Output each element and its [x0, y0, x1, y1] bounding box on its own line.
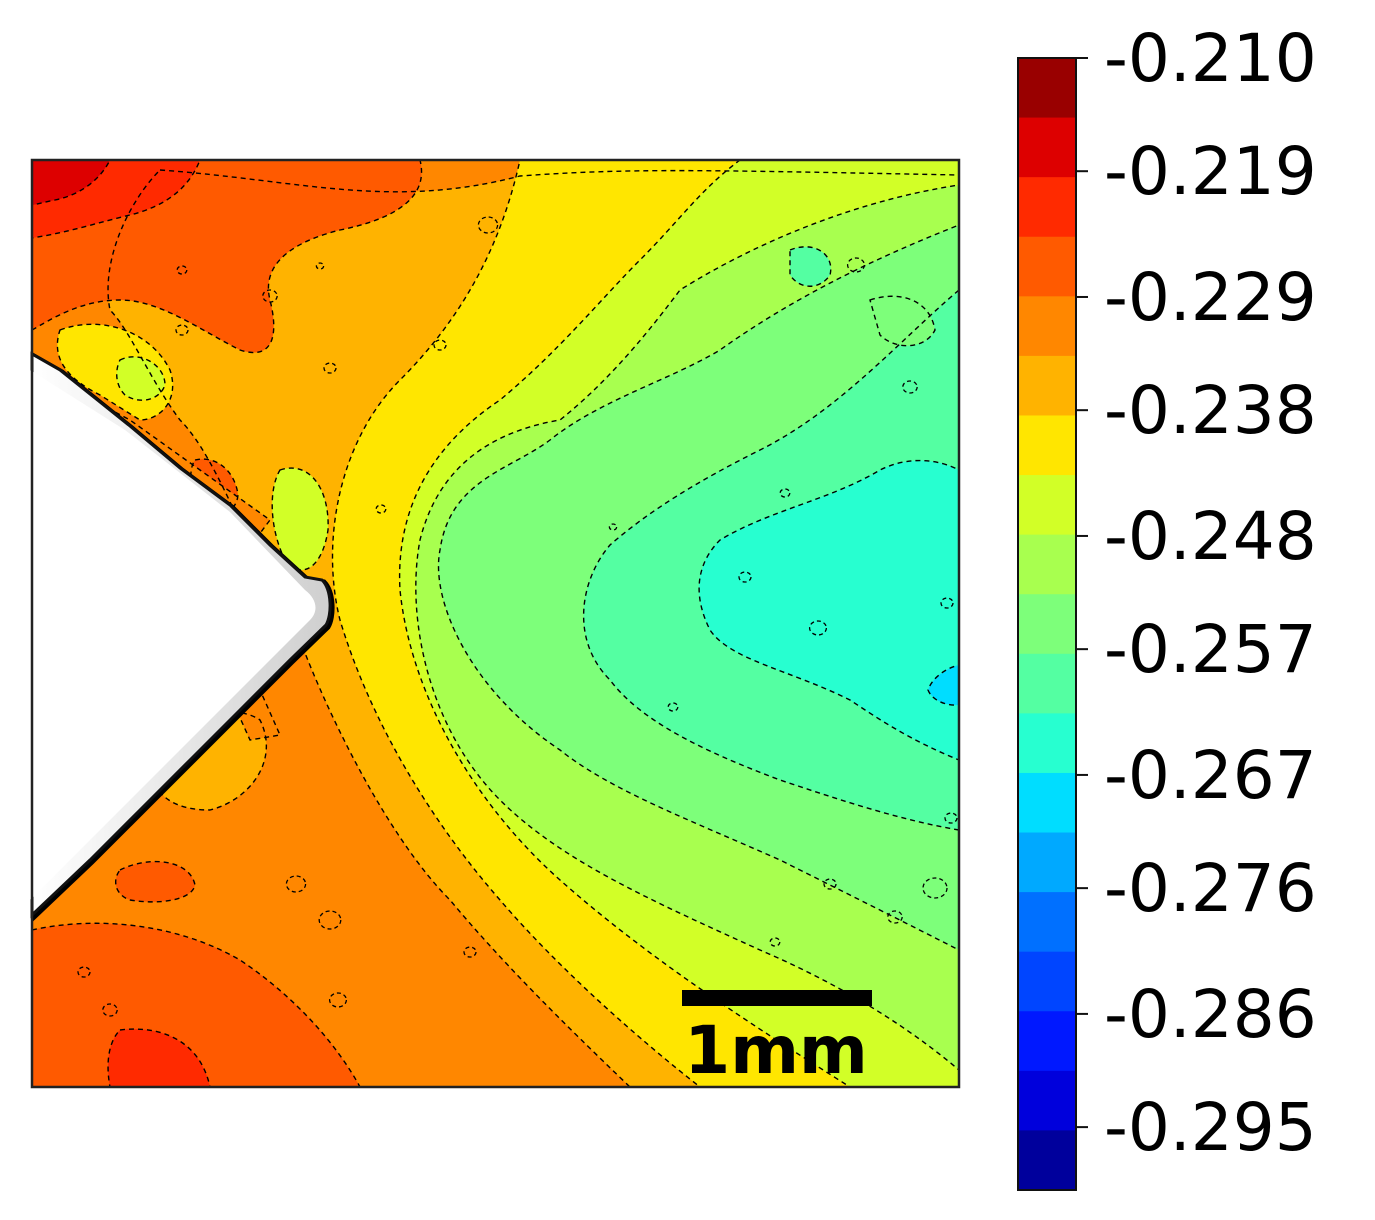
colorbar-band — [1018, 833, 1076, 893]
colorbar-tick-label: -0.229 — [1104, 259, 1317, 336]
colorbar-tick-label: -0.238 — [1104, 372, 1317, 449]
colorbar-band — [1018, 415, 1076, 475]
colorbar-band — [1018, 296, 1076, 356]
colorbar-tick-label: -0.210 — [1104, 20, 1317, 97]
colorbar-band — [1018, 58, 1076, 118]
colorbar-band — [1018, 237, 1076, 297]
scale-bar-line — [682, 990, 872, 1006]
colorbar-band — [1018, 1071, 1076, 1131]
colorbar: -0.210 -0.219 -0.229 -0.238 -0.248 -0.257 -0.2… — [1018, 20, 1317, 1191]
colorbar-tick-label: -0.219 — [1104, 133, 1317, 210]
scale-bar: 1mm — [682, 990, 872, 1089]
colorbar-band — [1018, 475, 1076, 535]
colorbar-bands — [1018, 58, 1076, 1191]
contour-plot-area — [30, 160, 959, 1087]
colorbar-tick-label: -0.276 — [1104, 850, 1317, 927]
colorbar-ticks: -0.210 -0.219 -0.229 -0.238 -0.248 -0.257 -0.2… — [1076, 20, 1317, 1166]
colorbar-tick-label: -0.295 — [1104, 1089, 1317, 1166]
colorbar-band — [1018, 773, 1076, 833]
colorbar-tick-label: -0.267 — [1104, 737, 1317, 814]
colorbar-band — [1018, 594, 1076, 654]
colorbar-band — [1018, 356, 1076, 416]
colorbar-band — [1018, 535, 1076, 595]
colorbar-band — [1018, 654, 1076, 714]
colorbar-tick-label: -0.257 — [1104, 611, 1317, 688]
colorbar-tick-label: -0.286 — [1104, 976, 1317, 1053]
scale-bar-label: 1mm — [684, 1012, 867, 1089]
colorbar-band — [1018, 177, 1076, 237]
colorbar-band — [1018, 1130, 1076, 1190]
colorbar-tick-label: -0.248 — [1104, 498, 1317, 575]
colorbar-band — [1018, 713, 1076, 773]
colorbar-band — [1018, 118, 1076, 178]
colorbar-band — [1018, 892, 1076, 952]
colorbar-band — [1018, 952, 1076, 1012]
colorbar-band — [1018, 1011, 1076, 1071]
